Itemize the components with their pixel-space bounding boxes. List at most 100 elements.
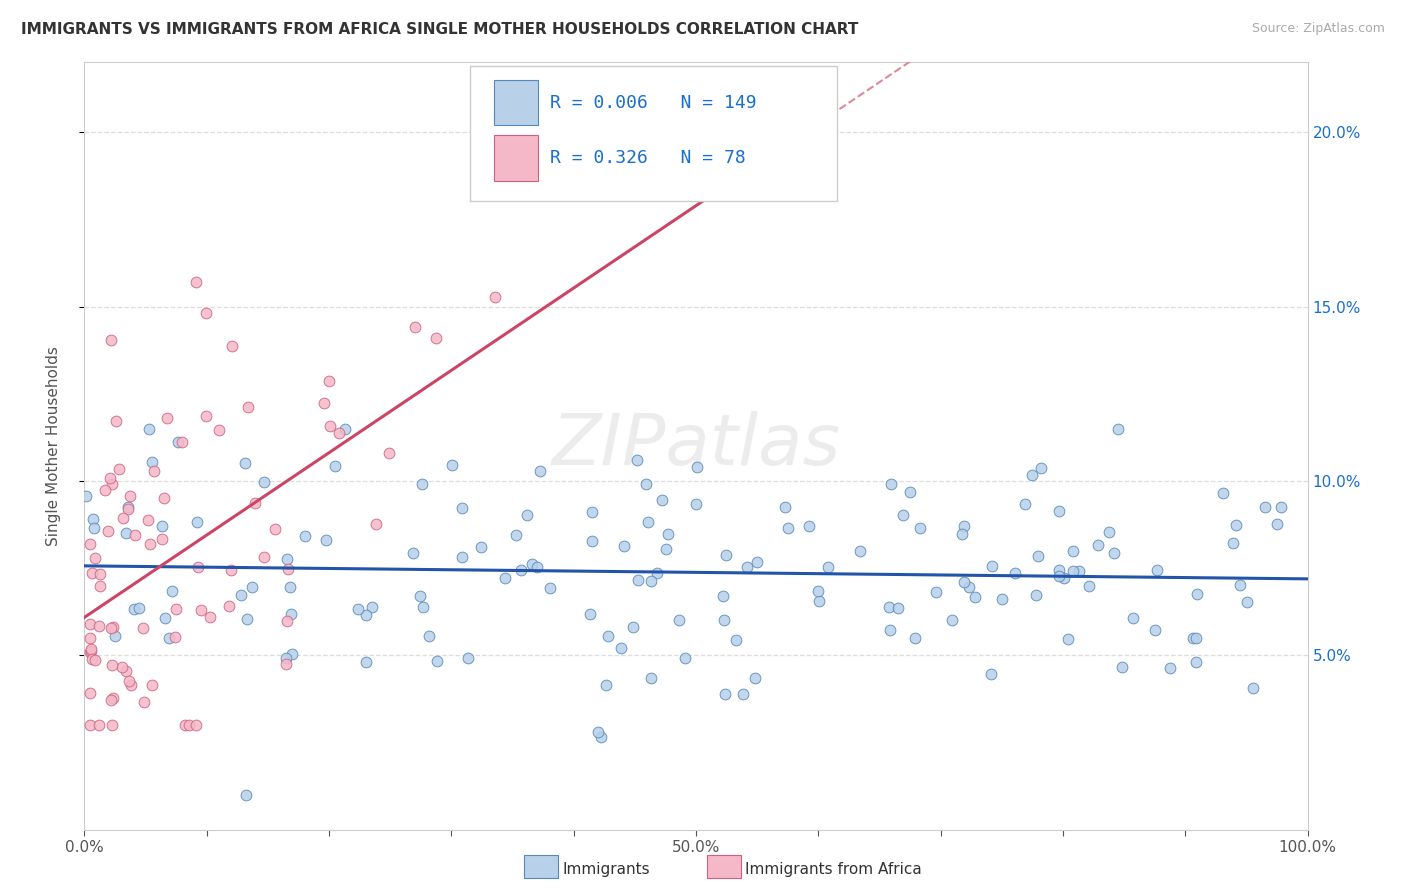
Point [294, 529, 316, 543]
Point [744, 672, 766, 686]
Point [354, 607, 377, 622]
Point [111, 660, 134, 674]
Point [1185, 655, 1208, 669]
Point [101, 718, 124, 732]
Point [409, 590, 432, 604]
Point [657, 527, 679, 541]
Point [713, 687, 735, 701]
FancyBboxPatch shape [470, 66, 837, 201]
Point [132, 621, 155, 635]
Point [1021, 468, 1043, 483]
Point [925, 585, 948, 599]
Point [94, 483, 117, 498]
Point [276, 552, 298, 566]
Point [412, 599, 434, 614]
Point [1122, 611, 1144, 625]
Point [87, 718, 110, 732]
Point [354, 655, 377, 669]
Point [236, 612, 259, 626]
Point [714, 548, 737, 562]
Point [1159, 660, 1181, 674]
Point [243, 496, 266, 510]
Point [120, 678, 142, 692]
Point [177, 718, 200, 732]
Point [198, 609, 221, 624]
Point [470, 541, 492, 555]
Point [190, 603, 212, 617]
Point [980, 559, 1002, 574]
Point [235, 788, 257, 802]
Point [118, 673, 141, 688]
Point [581, 534, 603, 549]
Point [141, 455, 163, 469]
Point [1087, 538, 1109, 552]
Point [82, 512, 104, 526]
Point [79, 537, 101, 551]
Point [776, 521, 799, 535]
Point [253, 475, 276, 489]
Point [529, 464, 551, 478]
Point [640, 671, 662, 685]
Point [108, 461, 131, 475]
Point [280, 647, 302, 661]
Y-axis label: Single Mother Households: Single Mother Households [46, 346, 60, 546]
Point [898, 485, 921, 500]
Point [103, 691, 125, 706]
Point [221, 339, 243, 353]
Point [80, 644, 103, 658]
Point [627, 573, 650, 587]
Point [89, 567, 111, 582]
Point [1062, 543, 1084, 558]
Point [315, 533, 337, 547]
Point [1047, 569, 1070, 583]
Point [141, 677, 163, 691]
Point [634, 476, 657, 491]
Point [122, 602, 145, 616]
Point [118, 489, 141, 503]
Point [1225, 518, 1247, 533]
Point [957, 580, 980, 594]
Point [1047, 504, 1070, 518]
Point [361, 599, 384, 614]
Point [849, 544, 872, 558]
Point [626, 452, 648, 467]
Point [887, 600, 910, 615]
Point [1182, 631, 1205, 645]
Point [233, 456, 256, 470]
Point [589, 730, 612, 744]
Point [516, 508, 538, 523]
Point [908, 521, 931, 535]
Point [100, 621, 122, 635]
Point [581, 505, 603, 519]
Point [1144, 623, 1167, 637]
Point [686, 459, 709, 474]
Point [965, 590, 987, 604]
Point [595, 678, 617, 692]
Point [89, 579, 111, 593]
Point [97, 524, 120, 538]
Point [319, 419, 342, 434]
Point [173, 718, 195, 732]
Point [347, 602, 370, 616]
Point [184, 276, 207, 290]
Point [277, 562, 299, 576]
Point [80, 642, 103, 657]
Point [138, 421, 160, 435]
Point [276, 614, 298, 628]
Point [609, 640, 631, 655]
Point [318, 374, 340, 388]
Point [991, 591, 1014, 606]
Point [252, 550, 274, 565]
Point [807, 584, 830, 599]
Point [1185, 587, 1208, 601]
Point [87, 619, 110, 633]
Point [877, 599, 900, 614]
Point [735, 559, 758, 574]
Point [621, 620, 644, 634]
Point [195, 409, 218, 423]
Point [1067, 564, 1090, 578]
Point [79, 645, 101, 659]
Point [117, 500, 139, 514]
Point [655, 541, 678, 556]
Point [84, 653, 107, 667]
